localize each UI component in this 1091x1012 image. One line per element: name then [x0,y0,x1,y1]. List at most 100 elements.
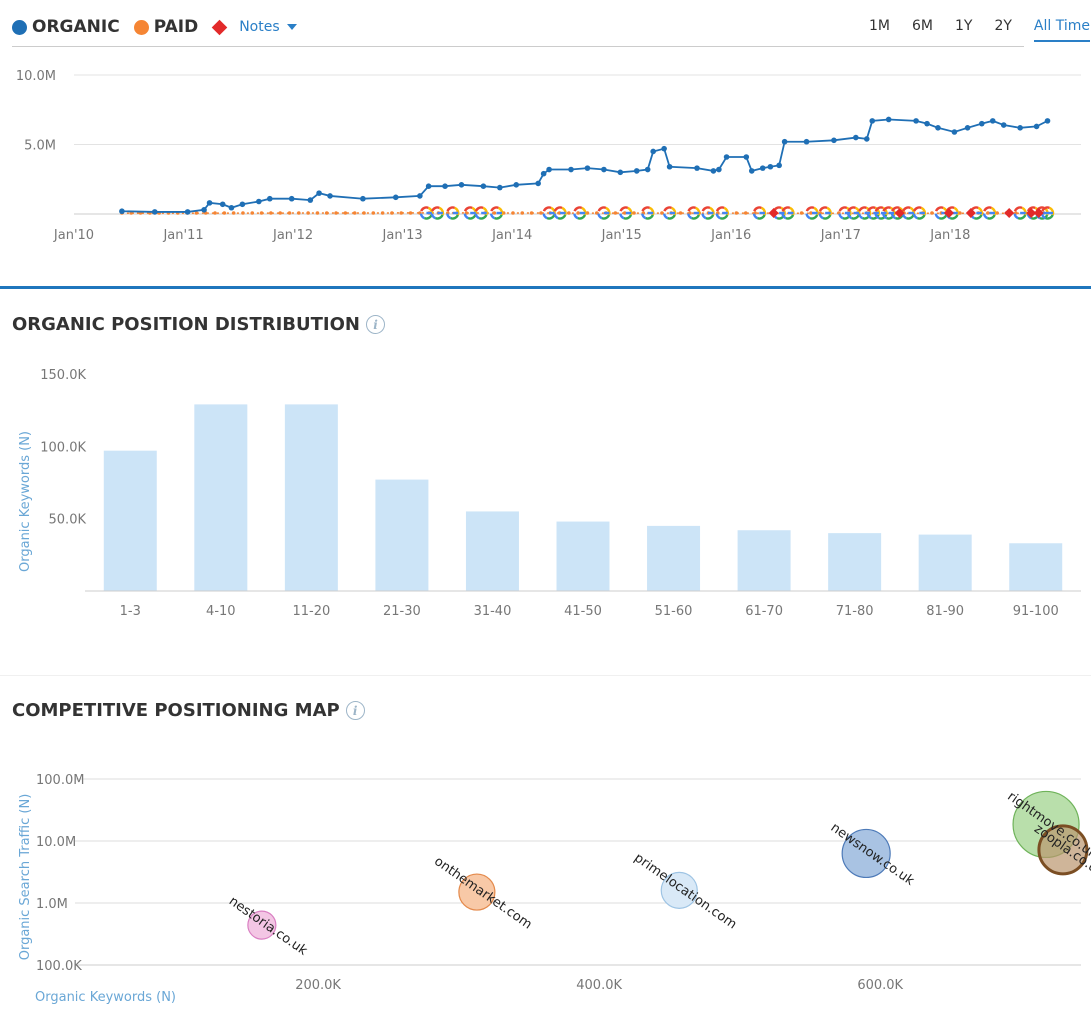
google-update-arc [701,206,715,220]
x-tick-label: Jan'17 [820,228,861,243]
organic-point [743,154,750,160]
google-update-arc [752,206,767,220]
google-update-arc [489,206,504,220]
paid-point [343,211,348,215]
google-update-arc [781,206,795,220]
google-update-arc [1040,206,1055,220]
organic-dot-icon [12,19,27,35]
y-tick-label: 100.0K [36,959,82,974]
organic-point [535,180,541,187]
google-update-arc [857,206,872,220]
x-tick-label: Jan'14 [491,228,532,243]
google-update-arc [838,206,852,220]
google-update-arc [1013,206,1027,220]
x-tick-label: 600.0K [857,978,903,993]
distribution-section-title: ORGANIC POSITION DISTRIBUTION i [12,314,385,335]
google-update-arc [881,206,896,220]
google-update-icon [662,206,677,220]
organic-point [288,195,295,202]
paid-point [269,211,273,215]
paid-point [799,211,804,215]
paid-point [408,211,413,215]
range-all-time[interactable]: All Time [1033,18,1090,42]
google-update-arc [969,206,984,220]
google-update-arc [1013,206,1027,220]
paid-point [529,211,534,215]
google-update-icon [912,206,927,220]
traffic-legend: ORGANIC PAID Notes [12,14,297,40]
range-6m[interactable]: 6M [911,18,933,34]
organic-point [759,165,766,171]
google-update-arc [969,206,984,220]
y-tick-label: 100.0K [40,440,86,455]
legend-paid[interactable]: PAID [133,17,198,37]
range-1m[interactable]: 1M [868,18,890,34]
chevron-down-icon [286,24,297,30]
paid-point [660,211,664,215]
google-update-bar [452,211,459,215]
range-1y[interactable]: 1Y [954,18,973,34]
google-update-arc [912,206,927,220]
notes-dropdown[interactable]: Notes [239,19,297,35]
google-update-arc [772,206,786,220]
paid-point [324,211,329,215]
organic-point [201,207,207,213]
x-tick-label: 71-80 [836,604,874,619]
range-2y[interactable]: 2Y [994,18,1012,34]
organic-point [781,138,788,145]
google-update-bar [579,211,586,215]
google-update-arc [573,206,587,220]
distribution-title-text: ORGANIC POSITION DISTRIBUTION [12,314,360,335]
google-update-arc [430,206,445,220]
paid-point [613,211,618,215]
organic-point [853,134,859,141]
bar [647,525,701,591]
organic-point [266,195,273,202]
legend-organic[interactable]: ORGANIC [12,17,120,37]
organic-point [633,168,640,174]
paid-point [743,211,748,215]
google-update-bar [919,211,925,215]
organic-point [239,201,246,208]
info-icon[interactable]: i [345,701,365,720]
bar [194,404,248,591]
google-update-arc [619,206,633,220]
organic-point [913,118,919,124]
paid-point [306,211,310,215]
google-update-arc [619,206,633,220]
organic-point [307,197,314,203]
x-tick-label: 61-70 [745,604,783,619]
organic-point [480,183,487,189]
organic-point [644,166,651,173]
google-update-icon [982,206,997,220]
paid-point [380,211,385,215]
info-icon[interactable]: i [366,315,385,334]
google-update-bar [952,211,958,215]
note-marker [1033,208,1044,218]
x-tick-label: 41-50 [564,604,602,619]
google-update-bar [1020,211,1026,215]
organic-point [650,148,656,155]
bubble [1037,824,1089,876]
google-update-arc [1035,206,1049,220]
paid-point [492,211,497,215]
paid-point [734,211,739,215]
google-update-bar [603,211,610,215]
paid-point [511,211,515,215]
google-update-icon [1013,206,1027,220]
google-update-arc [781,206,795,220]
y-tick-label: 10.0M [36,835,76,850]
organic-point [716,166,722,173]
google-update-arc [641,206,655,220]
organic-point [964,125,971,131]
y-axis-title: Organic Keywords (N) [18,431,33,572]
google-update-arc [641,206,655,220]
google-update-bar [669,211,676,215]
x-tick-label: Jan'18 [929,228,970,243]
google-update-arc [857,206,872,220]
google-update-arc [489,206,504,220]
organic-point [951,129,958,135]
bar [1009,543,1063,591]
bubble [660,871,698,909]
legend-organic-label: ORGANIC [32,17,120,37]
